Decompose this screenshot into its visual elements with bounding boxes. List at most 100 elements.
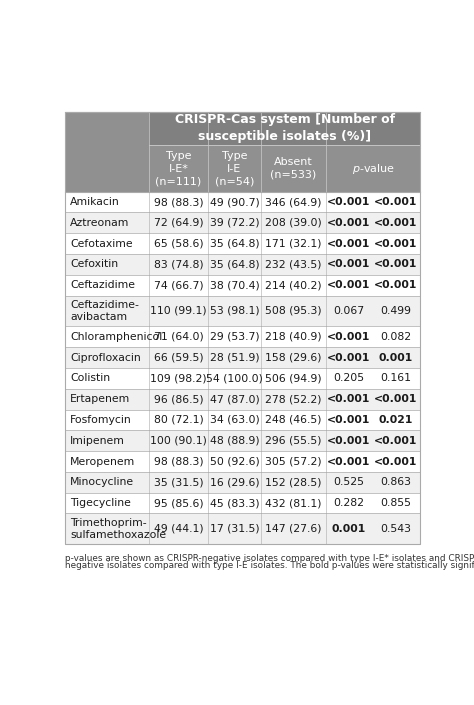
Text: 232 (43.5): 232 (43.5) (265, 259, 321, 269)
Text: 152 (28.5): 152 (28.5) (265, 477, 321, 487)
Text: <0.001: <0.001 (327, 218, 370, 228)
Text: 0.282: 0.282 (333, 498, 364, 508)
Bar (65, 212, 420, 233)
Text: 47 (87.0): 47 (87.0) (210, 394, 259, 404)
Text: 74 (66.7): 74 (66.7) (154, 280, 203, 290)
Text: Cefotaxime: Cefotaxime (70, 238, 133, 249)
Bar (65, 451, 420, 472)
Bar (65, 275, 420, 295)
Text: <0.001: <0.001 (327, 394, 370, 404)
Bar (65, 347, 420, 368)
Text: 506 (94.9): 506 (94.9) (265, 374, 322, 384)
Text: <0.001: <0.001 (374, 394, 417, 404)
Text: 278 (52.2): 278 (52.2) (265, 394, 321, 404)
Text: Type
I-E*
(n=111): Type I-E* (n=111) (155, 151, 202, 186)
Text: 35 (64.8): 35 (64.8) (210, 259, 259, 269)
Text: <0.001: <0.001 (374, 259, 417, 269)
Text: 0.543: 0.543 (380, 524, 411, 534)
Bar (65, 111, 420, 544)
Text: 48 (88.9): 48 (88.9) (210, 436, 259, 446)
Text: $p$-value: $p$-value (352, 161, 395, 176)
Bar (65, 192, 420, 212)
Text: Aztreonam: Aztreonam (70, 218, 129, 228)
Text: Chloramphenicol: Chloramphenicol (70, 332, 163, 342)
Text: Type
I-E
(n=54): Type I-E (n=54) (215, 151, 254, 186)
Text: 248 (46.5): 248 (46.5) (265, 415, 321, 425)
Text: p-values are shown as CRISPR-negative isolates compared with type I-E* isolates : p-values are shown as CRISPR-negative is… (65, 553, 474, 563)
Text: Meropenem: Meropenem (70, 457, 136, 467)
Text: Minocycline: Minocycline (70, 477, 134, 487)
Bar (65, 493, 420, 513)
Text: 0.525: 0.525 (333, 477, 364, 487)
Bar (149, 111, 420, 145)
Text: 96 (86.5): 96 (86.5) (154, 394, 203, 404)
Text: <0.001: <0.001 (327, 332, 370, 342)
Text: 432 (81.1): 432 (81.1) (265, 498, 321, 508)
Text: <0.001: <0.001 (374, 238, 417, 249)
Text: Ciprofloxacin: Ciprofloxacin (70, 352, 141, 362)
Text: 305 (57.2): 305 (57.2) (265, 457, 322, 467)
Text: 16 (29.6): 16 (29.6) (210, 477, 259, 487)
Text: 34 (63.0): 34 (63.0) (210, 415, 259, 425)
Bar (65, 388, 420, 410)
Text: 110 (99.1): 110 (99.1) (150, 306, 207, 316)
Bar (65, 513, 420, 544)
Text: 296 (55.5): 296 (55.5) (265, 436, 321, 446)
Text: 49 (44.1): 49 (44.1) (154, 524, 203, 534)
Text: 66 (59.5): 66 (59.5) (154, 352, 203, 362)
Text: 71 (64.0): 71 (64.0) (154, 332, 203, 342)
Text: <0.001: <0.001 (374, 197, 417, 207)
Text: 0.863: 0.863 (380, 477, 411, 487)
Text: <0.001: <0.001 (374, 280, 417, 290)
Bar (65, 145, 420, 192)
Text: 54 (100.0): 54 (100.0) (206, 374, 263, 384)
Text: Cefoxitin: Cefoxitin (70, 259, 118, 269)
Text: <0.001: <0.001 (327, 238, 370, 249)
Text: 0.205: 0.205 (333, 374, 364, 384)
Text: 83 (74.8): 83 (74.8) (154, 259, 203, 269)
Text: 65 (58.6): 65 (58.6) (154, 238, 203, 249)
Bar (65, 368, 420, 388)
Text: Ceftazidime: Ceftazidime (70, 280, 135, 290)
Text: Colistin: Colistin (70, 374, 110, 384)
Text: 0.021: 0.021 (378, 415, 413, 425)
Text: 35 (31.5): 35 (31.5) (154, 477, 203, 487)
Bar (65, 472, 420, 493)
Text: 28 (51.9): 28 (51.9) (210, 352, 259, 362)
Text: <0.001: <0.001 (374, 457, 417, 467)
Text: 171 (32.1): 171 (32.1) (265, 238, 321, 249)
Text: <0.001: <0.001 (374, 218, 417, 228)
Text: 45 (83.3): 45 (83.3) (210, 498, 259, 508)
Text: 72 (64.9): 72 (64.9) (154, 218, 203, 228)
Text: 0.001: 0.001 (331, 524, 365, 534)
Text: <0.001: <0.001 (327, 436, 370, 446)
Text: 508 (95.3): 508 (95.3) (265, 306, 322, 316)
Text: 218 (40.9): 218 (40.9) (265, 332, 322, 342)
Text: <0.001: <0.001 (327, 352, 370, 362)
Text: 50 (92.6): 50 (92.6) (210, 457, 259, 467)
Text: Imipenem: Imipenem (70, 436, 125, 446)
Text: 53 (98.1): 53 (98.1) (210, 306, 259, 316)
Text: <0.001: <0.001 (327, 280, 370, 290)
Text: 35 (64.8): 35 (64.8) (210, 238, 259, 249)
Text: CRISPR-Cas system [Number of
susceptible isolates (%)]: CRISPR-Cas system [Number of susceptible… (175, 114, 395, 144)
Bar (65, 295, 420, 326)
Text: 214 (40.2): 214 (40.2) (265, 280, 322, 290)
Text: Tigecycline: Tigecycline (70, 498, 131, 508)
Text: <0.001: <0.001 (374, 436, 417, 446)
Text: 208 (39.0): 208 (39.0) (265, 218, 322, 228)
Text: 49 (90.7): 49 (90.7) (210, 197, 259, 207)
Text: 0.067: 0.067 (333, 306, 364, 316)
Text: Fosfomycin: Fosfomycin (70, 415, 132, 425)
Text: 29 (53.7): 29 (53.7) (210, 332, 259, 342)
Bar (65, 254, 420, 275)
Text: 80 (72.1): 80 (72.1) (154, 415, 203, 425)
Text: Amikacin: Amikacin (70, 197, 120, 207)
Text: 95 (85.6): 95 (85.6) (154, 498, 203, 508)
Text: 0.855: 0.855 (380, 498, 411, 508)
Text: 0.082: 0.082 (380, 332, 411, 342)
Text: 39 (72.2): 39 (72.2) (210, 218, 259, 228)
Text: Ertapenem: Ertapenem (70, 394, 130, 404)
Bar (65, 430, 420, 451)
Text: 17 (31.5): 17 (31.5) (210, 524, 259, 534)
